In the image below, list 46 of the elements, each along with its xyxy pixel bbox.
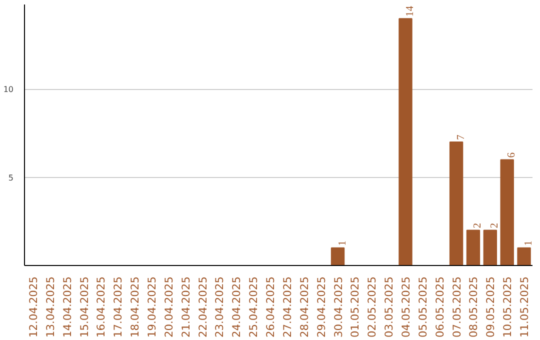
x-tick-label: 29.04.2025 <box>314 276 328 338</box>
x-tick-label: 24.04.2025 <box>230 276 244 338</box>
bar <box>483 230 498 266</box>
x-tick-label: 23.04.2025 <box>213 276 226 338</box>
x-tick-label: 22.04.2025 <box>196 276 210 338</box>
x-tick-label: 06.05.2025 <box>433 276 446 338</box>
bar <box>398 18 412 266</box>
data-label: 14 <box>405 5 416 17</box>
x-tick-label: 19.04.2025 <box>146 276 158 338</box>
x-tick-label: 01.05.2025 <box>348 276 362 338</box>
x-tick-label: 26.04.2025 <box>264 276 278 338</box>
x-tick-label: 12.04.2025 <box>26 276 40 338</box>
y-tick-label: 5 <box>8 173 14 182</box>
x-tick-label: 16.04.2025 <box>94 276 108 338</box>
y-tick-label: 10 <box>3 85 14 94</box>
x-tick-label: 10.05.2025 <box>501 276 514 338</box>
data-label: 7 <box>456 134 467 140</box>
x-tick-label: 27.04.2025 <box>280 276 294 338</box>
x-tick-label: 11.05.2025 <box>518 276 532 338</box>
x-tick-label: 14.04.2025 <box>60 276 74 338</box>
x-tick-label: 05.05.2025 <box>416 276 430 338</box>
data-label: 1 <box>524 240 535 246</box>
bar <box>517 247 531 266</box>
x-tick-label: 18.04.2025 <box>128 276 142 338</box>
x-tick-label: 02.05.2025 <box>366 276 379 338</box>
x-tick-label: 04.05.2025 <box>400 276 412 338</box>
x-tick-label: 28.04.2025 <box>298 276 311 338</box>
bar <box>466 230 480 266</box>
x-tick-label: 15.04.2025 <box>78 276 91 338</box>
x-tick-label: 17.04.2025 <box>112 276 125 338</box>
x-tick-label: 30.04.2025 <box>332 276 345 338</box>
x-tick-label: 25.04.2025 <box>247 276 260 338</box>
data-label: 2 <box>490 222 501 228</box>
x-tick-label: 13.04.2025 <box>44 276 57 338</box>
bar <box>500 159 514 266</box>
x-tick-label: 08.05.2025 <box>467 276 480 338</box>
data-label: 1 <box>337 240 348 246</box>
x-tick-label: 21.04.2025 <box>179 276 192 338</box>
bar <box>330 247 345 266</box>
bar <box>449 142 464 266</box>
data-label: 6 <box>506 152 518 158</box>
x-tick-label: 07.05.2025 <box>450 276 464 338</box>
x-tick-label: 03.05.2025 <box>382 276 396 338</box>
data-label: 2 <box>472 222 484 228</box>
x-tick-label: 09.05.2025 <box>484 276 498 338</box>
x-tick-label: 20.04.2025 <box>162 276 176 338</box>
